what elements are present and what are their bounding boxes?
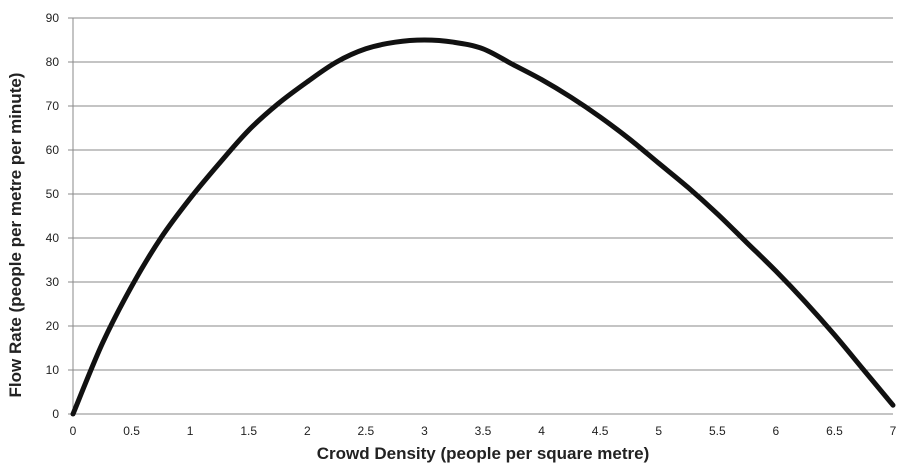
x-tick-label: 1.5 xyxy=(240,424,257,438)
series-line xyxy=(70,37,896,417)
axes xyxy=(68,17,893,415)
x-tick-label: 6 xyxy=(773,424,780,438)
x-tick-label: 5.5 xyxy=(709,424,726,438)
x-tick-label: 7 xyxy=(890,424,897,438)
x-tick-label: 1 xyxy=(187,424,194,438)
x-tick-label: 4.5 xyxy=(592,424,609,438)
x-tick-labels: 0 0.5 1 1.5 2 2.5 3 3.5 4 4.5 5 5.5 6 6.5 7 xyxy=(70,424,897,438)
x-axis-title: Crowd Density (people per square metre) xyxy=(317,444,650,463)
y-tick-label: 0 xyxy=(52,407,59,421)
x-tick-label: 2.5 xyxy=(358,424,375,438)
y-axis-title: Flow Rate (people per metre per minute) xyxy=(6,73,25,398)
y-tick-label: 60 xyxy=(46,143,60,157)
y-tick-label: 90 xyxy=(46,11,60,25)
x-tick-label: 0.5 xyxy=(123,424,140,438)
x-tick-label: 4 xyxy=(538,424,545,438)
y-tick-label: 40 xyxy=(46,231,60,245)
y-tick-labels: 0 10 20 30 40 50 60 70 80 90 xyxy=(46,11,60,421)
x-tick-label: 3 xyxy=(421,424,428,438)
x-tick-label: 6.5 xyxy=(826,424,843,438)
y-tick-label: 10 xyxy=(46,363,60,377)
y-tick-label: 50 xyxy=(46,187,60,201)
series-lines xyxy=(70,37,896,417)
x-tick-label: 0 xyxy=(70,424,77,438)
y-tick-label: 20 xyxy=(46,319,60,333)
y-tick-label: 70 xyxy=(46,99,60,113)
x-tick-label: 5 xyxy=(655,424,662,438)
gridlines xyxy=(73,17,893,371)
y-tick-label: 30 xyxy=(46,275,60,289)
x-tick-label: 3.5 xyxy=(475,424,492,438)
x-tick-label: 2 xyxy=(304,424,311,438)
y-tick-label: 80 xyxy=(46,55,60,69)
